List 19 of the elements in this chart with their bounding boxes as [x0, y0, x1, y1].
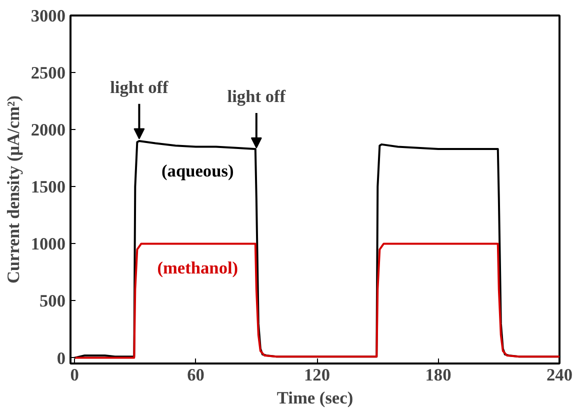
y-tick-label: 1500: [30, 178, 66, 197]
y-tick-label: 500: [40, 292, 66, 311]
series-label: (methanol): [157, 258, 238, 278]
x-tick-label: 180: [425, 366, 452, 384]
annotation: light off: [227, 87, 286, 106]
x-tick-label: 240: [546, 366, 573, 384]
y-axis-title: Current density (μA/cm²): [4, 95, 23, 284]
annotation: light off: [110, 78, 169, 97]
x-tick-label: 60: [187, 366, 204, 384]
x-tick-label: 120: [304, 366, 330, 384]
x-tick-label: 0: [70, 366, 79, 384]
y-tick-label: 2500: [30, 64, 66, 83]
x-axis-title: Time (sec): [276, 388, 354, 408]
y-tick-label: 1000: [30, 234, 66, 254]
y-tick-label: 2000: [30, 120, 66, 140]
line-series: [74, 242, 560, 359]
y-tick-label: 0: [56, 348, 66, 368]
series-label: (aqueous): [162, 162, 234, 181]
y-tick-label: 3000: [30, 6, 66, 26]
